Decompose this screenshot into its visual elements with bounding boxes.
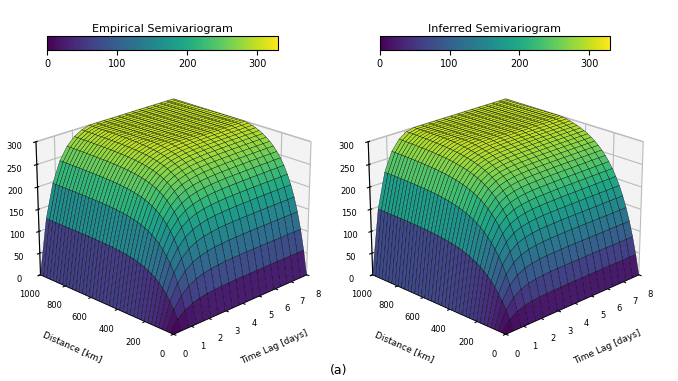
Y-axis label: Distance [km]: Distance [km] — [41, 330, 103, 364]
X-axis label: Time Lag [days]: Time Lag [days] — [572, 328, 642, 366]
X-axis label: Time Lag [days]: Time Lag [days] — [240, 328, 310, 366]
Title: Empirical Semivariogram: Empirical Semivariogram — [92, 24, 233, 34]
Text: (a): (a) — [330, 364, 348, 377]
Y-axis label: Distance [km]: Distance [km] — [374, 330, 435, 364]
Title: Inferred Semivariogram: Inferred Semivariogram — [428, 24, 561, 34]
